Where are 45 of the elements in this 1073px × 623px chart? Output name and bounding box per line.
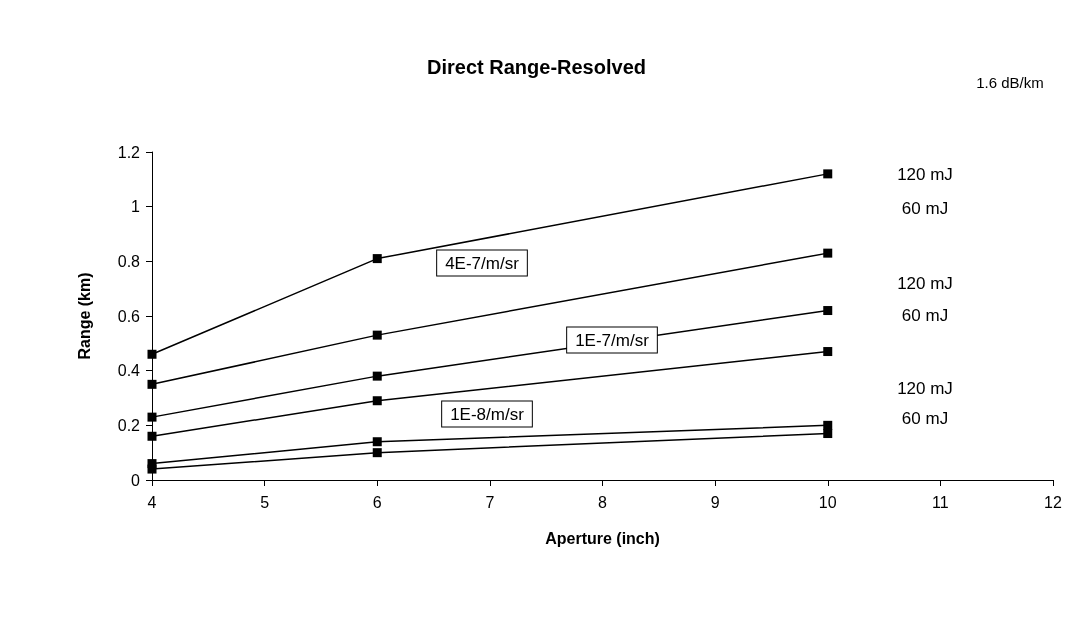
annotation: 1E-8/m/sr	[450, 404, 525, 424]
x-tick-label: 7	[485, 493, 495, 511]
point	[372, 396, 382, 406]
x-tick-label: 4	[147, 493, 157, 511]
point	[147, 412, 157, 422]
x-tick-label: 12	[1044, 493, 1062, 511]
annotation: 120 mJ	[897, 164, 953, 184]
y-tick-label: 0.6	[117, 307, 141, 325]
point	[372, 448, 382, 458]
annotation: 120 mJ	[897, 273, 953, 293]
x-axis-title: Aperture (inch)	[545, 529, 660, 547]
point	[372, 254, 382, 264]
y-tick-label: 0.4	[117, 362, 141, 380]
x-tick-label: 9	[710, 493, 720, 511]
point	[823, 306, 833, 316]
x-tick-label: 5	[260, 493, 270, 511]
point	[147, 431, 157, 441]
annotation: 4E-7/m/sr	[445, 253, 520, 273]
x-tick-label: 11	[932, 493, 949, 511]
point	[147, 379, 157, 389]
text: 1.6 dB/km	[976, 73, 1044, 91]
point	[372, 371, 382, 381]
y-tick-label: 1.2	[117, 143, 141, 161]
y-tick-label: 0.8	[117, 252, 141, 270]
point	[147, 349, 157, 359]
point	[372, 437, 382, 447]
annotation: 120 mJ	[897, 378, 953, 398]
point	[823, 169, 833, 179]
x-tick-label: 10	[818, 493, 837, 511]
x-tick-label: 8	[598, 493, 608, 511]
chart-title: Direct Range-Resolved	[427, 56, 646, 78]
y-tick-label: 0.2	[117, 416, 141, 434]
annotation: 60 mJ	[901, 198, 949, 218]
point	[372, 330, 382, 340]
point	[147, 464, 157, 474]
y-tick-label: 0	[131, 471, 141, 489]
y-tick-label: 1	[131, 198, 141, 216]
point	[823, 429, 833, 439]
annotation: 1E-7/m/sr	[575, 330, 650, 350]
point	[823, 248, 833, 258]
annotation: 60 mJ	[901, 305, 949, 325]
y-axis-title: Range (km)	[75, 272, 93, 360]
x-tick-label: 6	[372, 493, 382, 511]
annotation: 60 mJ	[901, 408, 949, 428]
point	[823, 347, 833, 357]
